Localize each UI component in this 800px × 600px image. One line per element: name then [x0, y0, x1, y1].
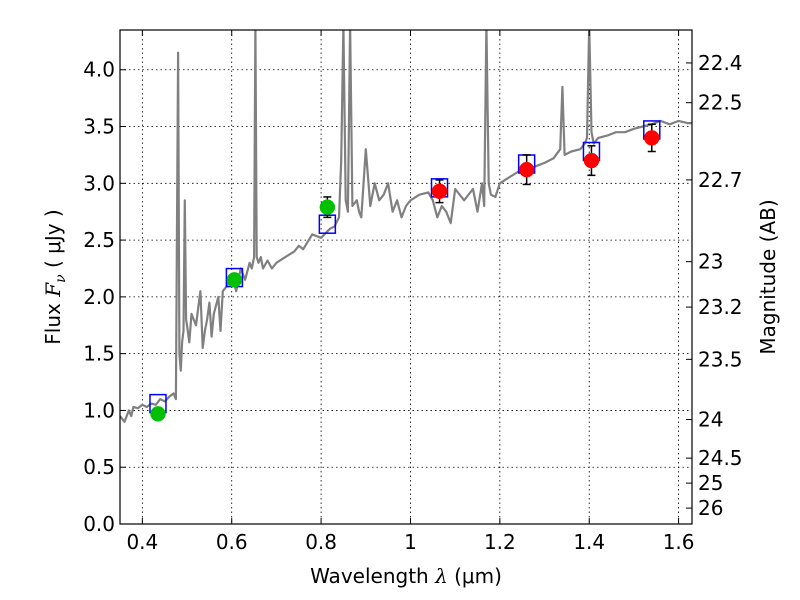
y-axis-label-subscript: ν [53, 274, 69, 283]
y-axis-label-symbol: F [41, 282, 65, 298]
right-tick-label: 23 [698, 250, 723, 274]
x-tick-label: 0.4 [126, 530, 158, 554]
y-tick-label: 2.5 [83, 228, 115, 252]
observed-point [644, 130, 660, 146]
observed-point [150, 406, 166, 422]
y-tick-label: 2.0 [83, 285, 115, 309]
plot-frame [119, 29, 693, 525]
y-tick-label: 0.5 [83, 455, 115, 479]
x-axis-label-unit: (μm) [454, 564, 502, 588]
x-tick-label: 0.8 [305, 530, 337, 554]
plot-background [120, 30, 692, 524]
right-tick-label: 23.5 [698, 347, 743, 371]
y-tick-label: 1.0 [83, 398, 115, 422]
right-tick-label: 24 [698, 408, 723, 432]
y-tick-label: 3.0 [83, 171, 115, 195]
right-tick-label: 23.2 [698, 295, 743, 319]
observed-point [431, 183, 448, 200]
observed-point [226, 272, 243, 288]
x-axis-label-symbol: λ [434, 564, 448, 588]
x-tick-label: 1.2 [484, 530, 516, 554]
ticks: 0.4 0.6 0.8 1 1.2 1.4 1.6 0.0 0.5 1.0 1.5 2.0 2.5 3.0… [83, 30, 743, 554]
y-tick-label: 3.5 [83, 115, 115, 139]
x-tick-label: 1.6 [663, 530, 695, 554]
right-tick-label: 22.5 [698, 91, 743, 115]
observed-point [518, 161, 535, 178]
x-tick-label: 1.4 [573, 530, 605, 554]
y-axis-label-text: Flux [41, 303, 65, 345]
right-tick-label: 22.7 [698, 168, 743, 192]
observed-photometry-layer [150, 123, 660, 422]
y-tick-label: 1.5 [83, 342, 115, 366]
right-axis-label: Magnitude (AB) [756, 199, 780, 354]
right-tick-label: 26 [698, 496, 723, 520]
observed-point [583, 152, 600, 169]
y-axis-label-unit: ( μJy ) [41, 209, 65, 268]
x-tick-label: 0.6 [216, 530, 248, 554]
spectrum-line [120, 30, 692, 423]
right-tick-label: 25 [698, 471, 723, 495]
spectrum-layer [120, 30, 692, 423]
x-axis-label: Wavelength λ (μm) [310, 564, 502, 588]
x-tick-label: 1 [404, 530, 417, 554]
y-axis-label: Flux Fν ( μJy ) [41, 209, 69, 344]
observed-point [319, 199, 336, 215]
right-tick-label: 22.4 [698, 51, 743, 75]
x-axis-label-text: Wavelength [310, 564, 429, 588]
right-tick-label: 24.5 [698, 446, 743, 470]
y-tick-label: 0.0 [83, 512, 115, 536]
y-tick-label: 4.0 [83, 58, 115, 82]
